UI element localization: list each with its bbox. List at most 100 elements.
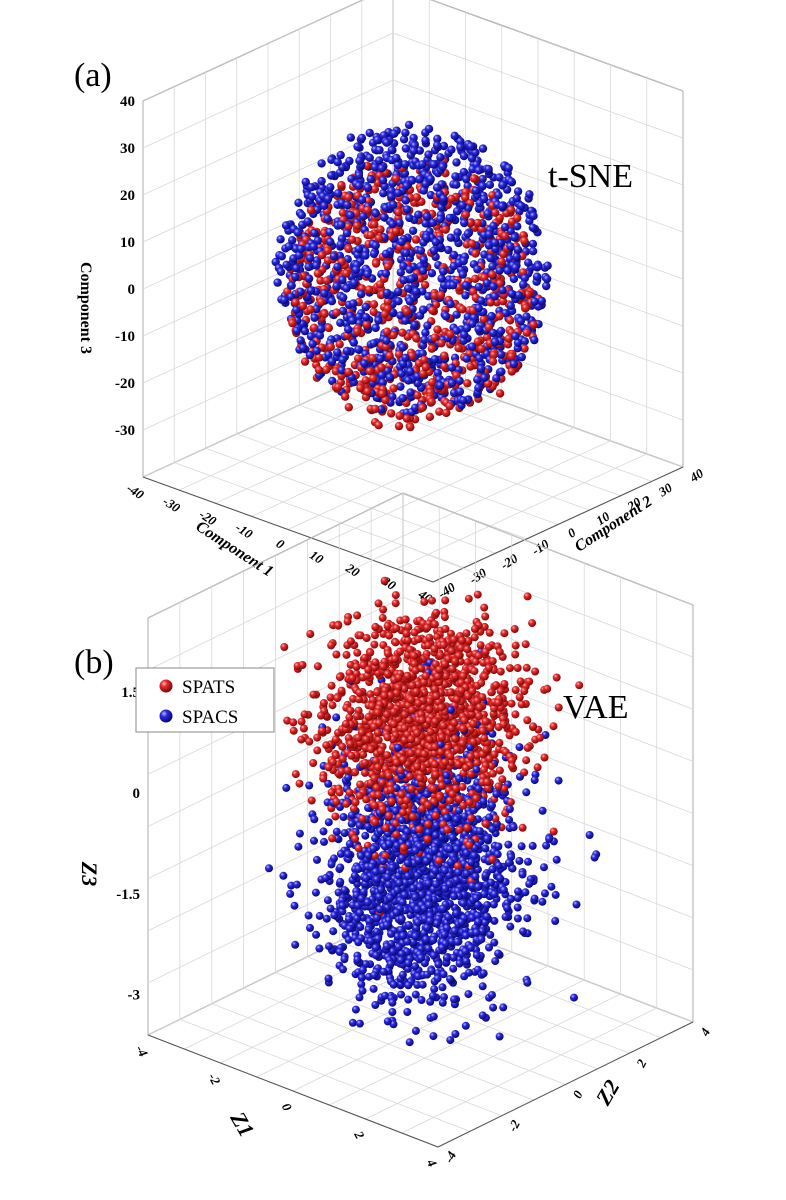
scatter-point	[354, 938, 363, 947]
scatter-point	[547, 882, 556, 891]
scatter-point	[348, 316, 357, 325]
scatter-point	[379, 605, 388, 614]
scatter-point	[375, 892, 384, 901]
scatter-point	[297, 211, 306, 220]
scatter-point	[399, 135, 409, 144]
scatter-point	[421, 136, 430, 145]
scatter-point	[404, 636, 412, 645]
y-tick-label: -30	[466, 565, 489, 587]
scatter-point	[463, 312, 472, 321]
scatter-point	[428, 596, 436, 605]
scatter-point	[472, 794, 481, 803]
scatter-point	[378, 389, 387, 398]
scatter-point	[408, 681, 417, 690]
scatter-point	[507, 367, 516, 376]
scatter-point	[409, 146, 418, 156]
scatter-point	[354, 733, 363, 742]
scatter-point	[490, 292, 499, 301]
scatter-point	[397, 949, 406, 958]
scatter-point	[418, 160, 427, 169]
scatter-point	[481, 717, 490, 726]
scatter-point	[462, 354, 471, 363]
scatter-point	[506, 798, 515, 807]
grid-line	[402, 544, 694, 658]
scatter-point	[440, 660, 449, 669]
scatter-point	[419, 305, 428, 315]
scatter-point	[431, 743, 439, 751]
scatter-point	[291, 770, 300, 779]
scatter-point	[513, 903, 522, 912]
scatter-point	[429, 951, 438, 960]
scatter-point	[355, 821, 364, 830]
scatter-point	[381, 991, 390, 1000]
scatter-point	[337, 180, 346, 190]
scatter-point	[357, 980, 366, 989]
scatter-point	[320, 837, 328, 846]
scatter-point	[418, 804, 427, 813]
scatter-point	[525, 879, 534, 888]
scatter-point	[405, 1038, 414, 1047]
scatter-point	[507, 894, 515, 903]
scatter-point	[380, 213, 389, 222]
scatter-point	[477, 296, 486, 305]
scatter-point	[424, 820, 433, 829]
scatter-point	[451, 1030, 460, 1038]
scatter-point	[404, 981, 413, 990]
scatter-point	[374, 735, 383, 744]
scatter-point	[399, 843, 408, 852]
scatter-point	[425, 697, 434, 706]
scatter-point	[313, 855, 321, 864]
scatter-point	[495, 389, 505, 398]
scatter-point	[530, 894, 539, 903]
scatter-point	[514, 291, 524, 300]
scatter-point	[430, 985, 439, 994]
scatter-point	[424, 894, 433, 903]
scatter-point	[311, 888, 320, 897]
scatter-point	[398, 328, 407, 337]
scatter-point	[354, 171, 364, 180]
scatter-point	[479, 797, 488, 806]
scatter-point	[373, 135, 382, 145]
scatter-point	[511, 686, 520, 694]
scatter-point	[428, 218, 438, 227]
scatter-point	[528, 841, 537, 850]
scatter-point	[431, 831, 440, 840]
scatter-point	[506, 301, 515, 310]
scatter-point	[494, 861, 503, 870]
scatter-point	[467, 704, 476, 713]
scatter-point	[507, 762, 516, 771]
scatter-point	[355, 791, 364, 800]
scatter-point	[439, 721, 448, 730]
scatter-point	[377, 371, 387, 380]
scatter-point	[386, 785, 395, 794]
scatter-point	[370, 185, 380, 194]
scatter-point	[346, 706, 355, 715]
grid-line	[267, 419, 559, 525]
scatter-point	[357, 973, 366, 982]
scatter-point	[385, 631, 394, 640]
scatter-point	[411, 666, 420, 675]
scatter-point	[338, 355, 347, 365]
scatter-point	[357, 290, 366, 299]
grid-line	[401, 1007, 657, 1134]
scatter-point	[520, 337, 529, 346]
scatter-point	[470, 667, 479, 676]
scatter-point	[327, 297, 337, 306]
scatter-point	[327, 860, 336, 869]
scatter-point	[542, 274, 552, 284]
scatter-point	[307, 183, 316, 192]
scatter-point	[358, 966, 367, 975]
scatter-point	[352, 221, 362, 230]
scatter-point	[446, 758, 455, 767]
scatter-point	[338, 742, 347, 751]
scatter-point	[388, 998, 397, 1007]
scatter-point	[459, 336, 468, 345]
scatter-point	[391, 599, 400, 608]
scatter-point	[460, 330, 469, 339]
scatter-point	[488, 657, 497, 666]
scatter-point	[430, 644, 439, 653]
scatter-point	[452, 310, 461, 319]
scatter-point	[357, 133, 367, 143]
scatter-point	[485, 230, 494, 239]
scatter-point	[300, 357, 310, 366]
